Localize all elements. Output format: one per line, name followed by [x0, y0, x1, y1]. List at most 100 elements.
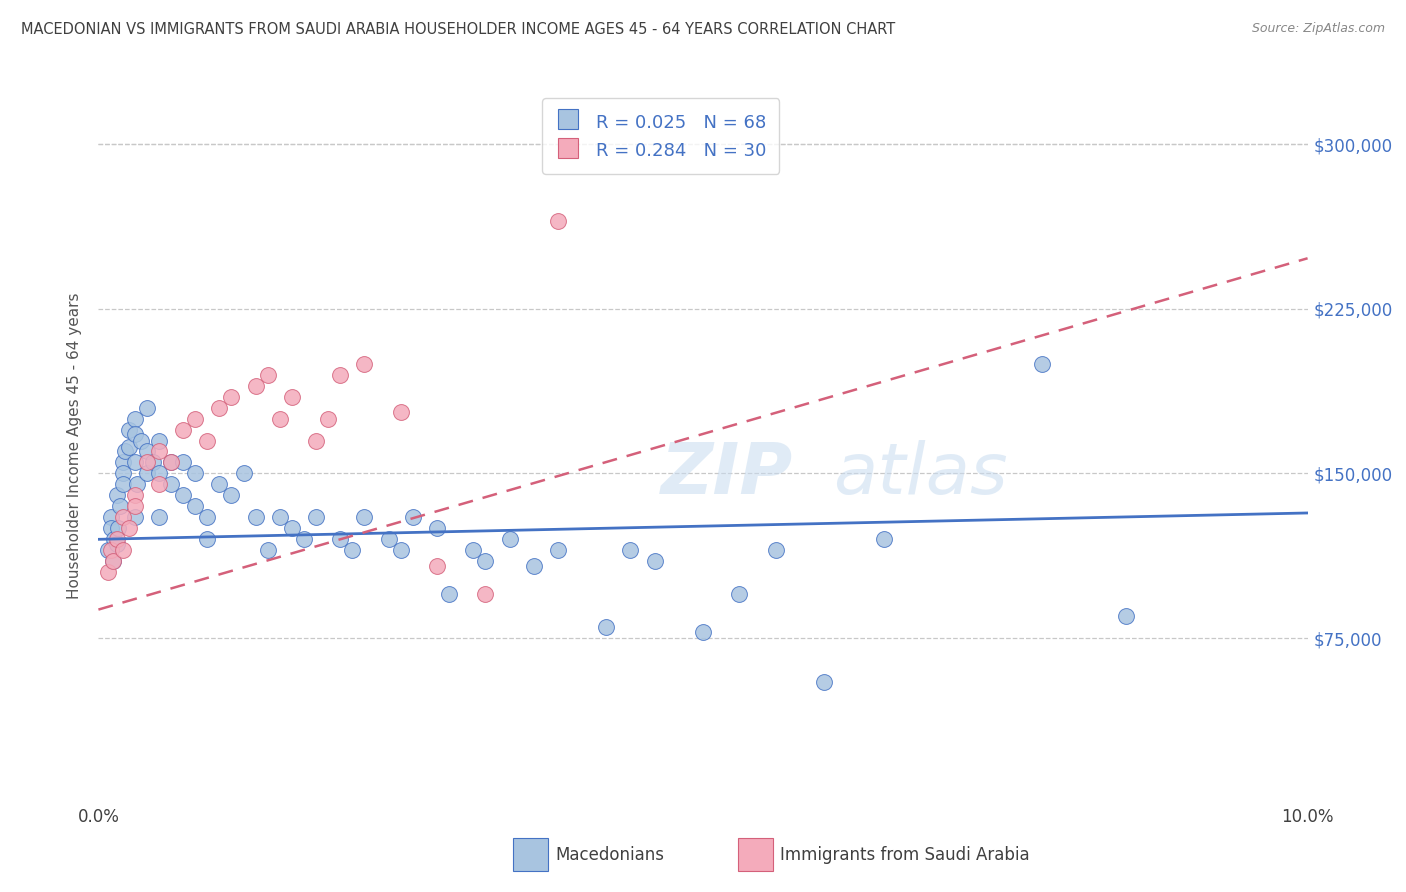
Point [256, 543, 278, 558]
Point [595, 620, 617, 634]
Point [765, 543, 787, 558]
Point [208, 477, 231, 491]
Point [245, 378, 267, 392]
Text: Immigrants from Saudi Arabia: Immigrants from Saudi Arabia [780, 847, 1031, 864]
Point [124, 455, 146, 469]
Point [148, 467, 170, 481]
Point [142, 455, 165, 469]
Text: MACEDONIAN VS IMMIGRANTS FROM SAUDI ARABIA HOUSEHOLDER INCOME AGES 45 - 64 YEARS: MACEDONIAN VS IMMIGRANTS FROM SAUDI ARAB… [21, 22, 896, 37]
Point [547, 214, 569, 228]
Point [281, 390, 304, 404]
Point [97, 543, 120, 558]
Point [305, 434, 328, 448]
Point [292, 533, 315, 547]
Point [148, 477, 170, 491]
Point [377, 533, 399, 547]
Point [269, 411, 291, 425]
Y-axis label: Householder Income Ages 45 - 64 years: Householder Income Ages 45 - 64 years [67, 293, 83, 599]
Point [498, 533, 520, 547]
Point [118, 423, 141, 437]
Point [129, 434, 152, 448]
Point [256, 368, 278, 382]
Point [195, 533, 218, 547]
Point [195, 434, 218, 448]
Point [118, 521, 141, 535]
Point [135, 401, 157, 415]
Point [195, 510, 218, 524]
Point [813, 675, 835, 690]
Text: Macedonians: Macedonians [555, 847, 665, 864]
Point [118, 440, 141, 454]
Point [1031, 357, 1053, 371]
Point [124, 500, 146, 514]
Point [389, 543, 412, 558]
Point [105, 533, 128, 547]
Point [353, 510, 375, 524]
Point [135, 444, 157, 458]
Point [269, 510, 291, 524]
Point [523, 558, 546, 573]
Legend: R = 0.025   N = 68, R = 0.284   N = 30: R = 0.025 N = 68, R = 0.284 N = 30 [543, 98, 779, 174]
Point [100, 521, 122, 535]
Point [100, 510, 122, 524]
Point [873, 533, 896, 547]
Point [547, 543, 569, 558]
Point [148, 510, 170, 524]
Point [107, 521, 129, 535]
Point [342, 543, 364, 558]
Point [463, 543, 485, 558]
Text: Source: ZipAtlas.com: Source: ZipAtlas.com [1251, 22, 1385, 36]
Point [172, 423, 194, 437]
Point [97, 566, 120, 580]
Point [111, 543, 134, 558]
Point [127, 477, 149, 491]
Point [329, 368, 352, 382]
Point [124, 510, 146, 524]
Point [353, 357, 375, 371]
Text: ZIP: ZIP [661, 440, 793, 509]
Point [160, 455, 183, 469]
Point [184, 500, 207, 514]
Point [148, 444, 170, 458]
Point [728, 587, 751, 601]
Point [160, 455, 183, 469]
Point [437, 587, 460, 601]
Point [208, 401, 231, 415]
Point [172, 455, 194, 469]
Point [692, 624, 714, 639]
Point [135, 455, 157, 469]
Point [124, 411, 146, 425]
Point [124, 426, 146, 441]
Point [105, 488, 128, 502]
Point [474, 554, 496, 568]
Point [402, 510, 425, 524]
Point [474, 587, 496, 601]
Point [305, 510, 328, 524]
Point [172, 488, 194, 502]
Point [619, 543, 641, 558]
Point [105, 537, 128, 551]
Point [389, 405, 412, 419]
Point [101, 554, 124, 568]
Point [135, 467, 157, 481]
Point [124, 488, 146, 502]
Point [108, 500, 131, 514]
Point [111, 455, 134, 469]
Point [221, 390, 243, 404]
Point [148, 434, 170, 448]
Point [100, 543, 122, 558]
Point [281, 521, 304, 535]
Text: atlas: atlas [834, 440, 1008, 509]
Point [111, 477, 134, 491]
Point [245, 510, 267, 524]
Point [644, 554, 666, 568]
Point [160, 477, 183, 491]
Point [426, 558, 449, 573]
Point [232, 467, 254, 481]
Point [111, 510, 134, 524]
Point [329, 533, 352, 547]
Point [221, 488, 243, 502]
Point [111, 467, 134, 481]
Point [426, 521, 449, 535]
Point [114, 444, 136, 458]
